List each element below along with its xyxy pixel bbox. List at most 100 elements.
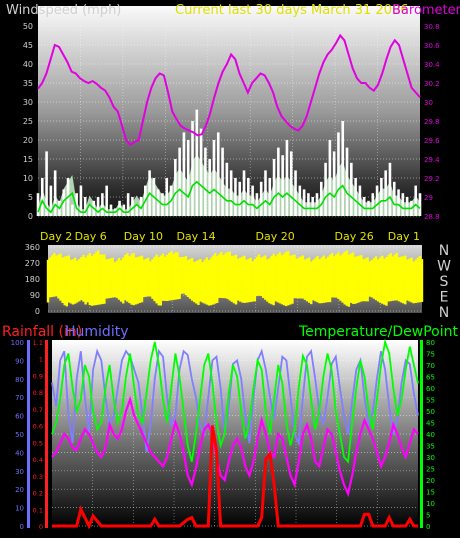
temperature-series (51, 338, 419, 464)
temperature-tick-label: 80 (426, 339, 435, 347)
temp-axis-bar (420, 340, 423, 528)
temperature-tick-label: 30 (426, 454, 435, 462)
humidity-tick-label: 80 (15, 376, 24, 384)
temperature-tick-label: 0 (426, 523, 430, 531)
humidity-tick-label: 100 (11, 339, 24, 347)
pressure-tick-label: 30.8 (424, 23, 440, 31)
direction-tick-label: 270 (25, 259, 40, 268)
temperature-tick-label: 60 (426, 385, 435, 393)
humidity-tick-label: 60 (15, 413, 24, 421)
rain-tick-label: 1 (39, 356, 43, 364)
direction-tick-label: 0 (35, 307, 40, 316)
wind-speed-bars (36, 109, 422, 216)
rain-tick-label: 0.7 (33, 406, 43, 414)
temperature-title: Temperature/DewPoint (298, 324, 459, 340)
compass-letter: N (439, 243, 449, 259)
pressure-tick-label: 30.4 (424, 61, 440, 69)
wind-tick-label: 45 (23, 41, 33, 50)
rain-tick-label: 0.6 (33, 423, 43, 431)
pressure-tick-label: 30 (424, 99, 433, 107)
wind-tick-label: 5 (28, 193, 33, 202)
humidity-axis-bar (27, 340, 30, 528)
compass-letter: N (439, 305, 449, 321)
day-axis-labels: Day 2 Day 6 Day 10 Day 14 Day 20 Day 26 Day 1 (40, 230, 420, 243)
pressure-axis-labels: 28.8 29 29.2 29.4 29.6 29.8 30 30.2 30.4 30.6 30.8 (424, 23, 440, 221)
day-tick-label: Day 2 (40, 230, 72, 243)
rain-line (52, 425, 418, 530)
pressure-tick-label: 30.6 (424, 42, 440, 50)
rain-tick-label: 0.4 (33, 456, 43, 464)
temperature-tick-label: 35 (426, 443, 435, 451)
temperature-tick-label: 70 (426, 362, 435, 370)
humidity-line (51, 348, 419, 453)
rain-axis-labels: 0 0.1 0.2 0.3 0.4 0.5 0.6 0.7 0.8 0.9 1 1.1 (33, 339, 43, 531)
wind-tick-label: 15 (23, 155, 33, 164)
humidity-tick-label: 90 (15, 357, 24, 365)
direction-tick-label: 180 (25, 275, 40, 284)
rain-tick-label: 0.5 (33, 439, 43, 447)
wind-gust-series (37, 180, 421, 214)
dewpoint-series (51, 395, 419, 498)
temperature-tick-label: 20 (426, 477, 435, 485)
direction-tick-label: 90 (30, 291, 40, 300)
pressure-tick-label: 28.8 (424, 213, 440, 221)
direction-axis-labels: 0 90 180 270 360 (25, 243, 40, 316)
pressure-tick-label: 29.8 (424, 118, 440, 126)
rain-tick-label: 0.1 (33, 506, 43, 514)
wind-gust-line (37, 180, 421, 214)
compass-letter: W (437, 259, 451, 275)
temperature-tick-label: 75 (426, 351, 435, 359)
temperature-tick-label: 50 (426, 408, 435, 416)
temperature-tick-label: 15 (426, 489, 435, 497)
humidity-tick-label: 20 (15, 486, 24, 494)
day-tick-label: Day 26 (335, 230, 374, 243)
wind-tick-label: 35 (23, 79, 33, 88)
day-tick-label: Day 14 (176, 230, 215, 243)
direction-band (46, 250, 424, 307)
rainfall-title: Rainfall (in) (2, 324, 82, 340)
pressure-tick-label: 29 (424, 194, 433, 202)
wind-tick-label: 30 (23, 98, 33, 107)
wind-tick-label: 0 (28, 212, 33, 221)
humidity-axis-labels: 0 10 20 30 40 50 60 70 80 90 100 (11, 339, 24, 531)
humidity-series (51, 348, 419, 453)
humidity-tick-label: 0 (20, 523, 24, 531)
dewpoint-line (51, 395, 419, 498)
pressure-tick-label: 29.2 (424, 175, 440, 183)
humidity-tick-label: 30 (15, 468, 24, 476)
temperature-tick-label: 45 (426, 420, 435, 428)
temperature-tick-label: 55 (426, 397, 435, 405)
day-tick-label: Day 1 (388, 230, 420, 243)
pressure-tick-label: 29.4 (424, 156, 440, 164)
rain-tick-label: 0.2 (33, 490, 43, 498)
wind-tick-label: 10 (23, 174, 33, 183)
pressure-tick-label: 30.2 (424, 80, 440, 88)
wind-tick-label: 50 (23, 22, 33, 31)
temperature-tick-label: 5 (426, 512, 430, 520)
wind-tick-label: 20 (23, 136, 33, 145)
pressure-tick-label: 29.6 (424, 137, 440, 145)
wind-axis-labels: 0 5 10 15 20 25 30 35 40 45 50 (23, 22, 33, 221)
rain-series (52, 425, 418, 530)
rain-tick-label: 0 (39, 523, 43, 531)
pressure-line (37, 33, 421, 147)
barometer-title: Barometer ( (392, 3, 460, 18)
humidity-tick-label: 40 (15, 449, 24, 457)
temperature-line (51, 338, 419, 464)
day-tick-label: Day 20 (255, 230, 294, 243)
rain-tick-label: 0.3 (33, 473, 43, 481)
wind-tick-label: 40 (23, 60, 33, 69)
wind-title: Windspeed (mph) (6, 3, 121, 18)
chart-subtitle: Current last 30 days March 31 2006 (175, 3, 409, 18)
wind-tick-label: 25 (23, 117, 33, 126)
humidity-tick-label: 70 (15, 394, 24, 402)
direction-tick-label: 360 (25, 243, 40, 252)
humidity-title: Humidity (65, 324, 128, 340)
temperature-tick-label: 40 (426, 431, 435, 439)
temperature-tick-label: 10 (426, 500, 435, 508)
compass-letter: S (440, 274, 449, 290)
